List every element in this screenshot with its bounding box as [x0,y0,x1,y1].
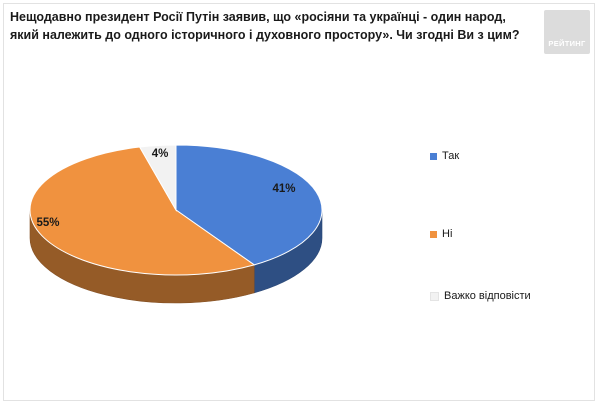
legend-label-2: Важко відповісти [444,290,531,302]
data-label-1: 55% [36,217,59,229]
data-label-0: 41% [272,183,295,195]
legend-item-1: Ні [430,228,452,240]
legend-swatch-0 [430,152,437,160]
legend-swatch-1 [430,230,437,238]
pie-tops [29,144,323,276]
legend-item-2: Важко відповісти [430,290,531,302]
legend-item-0: Так [430,150,459,162]
rating-logo-text: РЕЙТИНГ [548,39,586,48]
pie-slice-1 [29,146,256,276]
chart-title: Нещодавно президент Росії Путін заявив, … [10,10,520,42]
pie-slice-2 [138,144,177,212]
rating-logo: РЕЙТИНГ [544,10,590,54]
pie-slice-0 [175,144,323,266]
legend-swatch-2 [430,291,439,301]
legend-label-0: Так [442,150,460,162]
legend-label-1: Ні [442,228,453,240]
data-label-2: 4% [152,148,169,160]
